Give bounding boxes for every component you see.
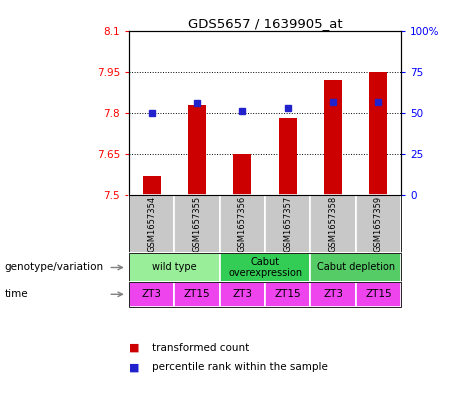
Bar — [174, 195, 220, 253]
Text: ZT15: ZT15 — [365, 289, 392, 299]
Text: ZT3: ZT3 — [323, 289, 343, 299]
Text: ZT3: ZT3 — [142, 289, 162, 299]
Text: ■: ■ — [129, 343, 143, 353]
Bar — [174, 282, 220, 307]
Text: genotype/variation: genotype/variation — [5, 263, 104, 272]
Bar — [233, 154, 252, 195]
Text: ZT15: ZT15 — [274, 289, 301, 299]
Text: GSM1657355: GSM1657355 — [193, 196, 201, 252]
Bar — [143, 176, 161, 195]
Bar — [324, 81, 342, 195]
Bar — [188, 105, 206, 195]
Bar — [220, 282, 265, 307]
Bar — [278, 118, 297, 195]
Text: GSM1657357: GSM1657357 — [283, 196, 292, 252]
Bar — [129, 195, 174, 253]
Text: wild type: wild type — [152, 263, 197, 272]
Text: GSM1657358: GSM1657358 — [329, 196, 337, 252]
Text: ZT3: ZT3 — [232, 289, 253, 299]
Bar — [129, 282, 174, 307]
Text: GSM1657356: GSM1657356 — [238, 196, 247, 252]
Text: Cabut depletion: Cabut depletion — [317, 263, 395, 272]
Bar — [310, 195, 356, 253]
Bar — [220, 253, 310, 282]
Text: ZT15: ZT15 — [184, 289, 210, 299]
Text: transformed count: transformed count — [152, 343, 249, 353]
Text: Cabut
overexpression: Cabut overexpression — [228, 257, 302, 278]
Text: GSM1657359: GSM1657359 — [374, 196, 383, 252]
Bar — [356, 282, 401, 307]
Bar — [265, 282, 310, 307]
Text: GSM1657354: GSM1657354 — [147, 196, 156, 252]
Bar — [369, 72, 387, 195]
Bar — [310, 282, 356, 307]
Bar — [265, 195, 310, 253]
Bar — [129, 253, 220, 282]
Title: GDS5657 / 1639905_at: GDS5657 / 1639905_at — [188, 17, 343, 30]
Bar — [220, 195, 265, 253]
Text: time: time — [5, 289, 28, 299]
Text: percentile rank within the sample: percentile rank within the sample — [152, 362, 328, 373]
Text: ■: ■ — [129, 362, 143, 373]
Bar — [310, 253, 401, 282]
Bar — [356, 195, 401, 253]
